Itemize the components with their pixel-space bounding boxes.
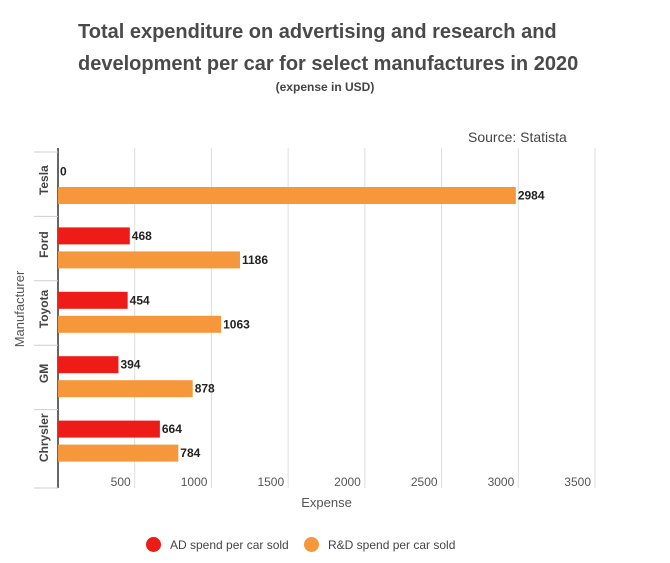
x-tick-label-3500: 3500 <box>564 475 591 489</box>
data-label-rd-toyota: 1063 <box>223 317 250 331</box>
y-axis-title: Manufacturer <box>12 270 27 347</box>
bar-rd-chrysler <box>58 444 179 462</box>
chart-subtitle: (expense in USD) <box>275 80 375 94</box>
legend-item-rd[interactable]: R&D spend per car sold <box>304 537 455 552</box>
bar-rd-tesla <box>58 187 516 204</box>
chart-title: Total expenditure on advertising and res… <box>78 21 579 75</box>
x-axis-title: Expense <box>301 495 352 510</box>
bar-rd-ford <box>58 251 240 269</box>
bar-ad-toyota <box>58 291 128 309</box>
legend-label-ad: AD spend per car sold <box>170 537 289 552</box>
legend-swatch-ad <box>146 537 161 552</box>
data-label-ad-toyota: 454 <box>130 293 150 307</box>
y-tick-label-tesla: Tesla <box>37 165 51 195</box>
x-tick-label-500: 500 <box>111 475 131 489</box>
chart-source: Source: Statista <box>468 129 567 145</box>
data-label-rd-tesla: 2984 <box>518 189 545 203</box>
bar-ad-ford <box>58 227 130 245</box>
y-tick-label-chrysler: Chrysler <box>37 413 51 462</box>
legend-item-ad[interactable]: AD spend per car sold <box>146 537 289 552</box>
bar-ad-gm <box>58 356 119 374</box>
data-label-ad-ford: 468 <box>132 229 152 243</box>
legend-swatch-rd <box>304 537 319 552</box>
bar-rd-gm <box>58 380 193 398</box>
data-label-ad-tesla: 0 <box>60 165 67 179</box>
y-tick-label-ford: Ford <box>37 231 51 258</box>
y-tick-label-gm: GM <box>37 364 51 383</box>
data-label-rd-gm: 878 <box>195 382 215 396</box>
y-tick-label-toyota: Toyota <box>37 289 51 328</box>
data-label-rd-ford: 1186 <box>242 253 268 267</box>
x-tick-label-2500: 2500 <box>411 475 438 489</box>
bar-ad-chrysler <box>58 420 160 438</box>
data-label-ad-gm: 394 <box>120 358 140 372</box>
data-label-rd-chrysler: 784 <box>180 446 200 460</box>
data-label-ad-chrysler: 664 <box>162 422 182 436</box>
bar-rd-toyota <box>58 315 222 333</box>
x-tick-label-1500: 1500 <box>257 475 284 489</box>
x-tick-label-1000: 1000 <box>181 475 208 489</box>
x-tick-label-3000: 3000 <box>488 475 515 489</box>
legend-label-rd: R&D spend per car sold <box>328 537 456 552</box>
x-tick-label-2000: 2000 <box>334 475 361 489</box>
